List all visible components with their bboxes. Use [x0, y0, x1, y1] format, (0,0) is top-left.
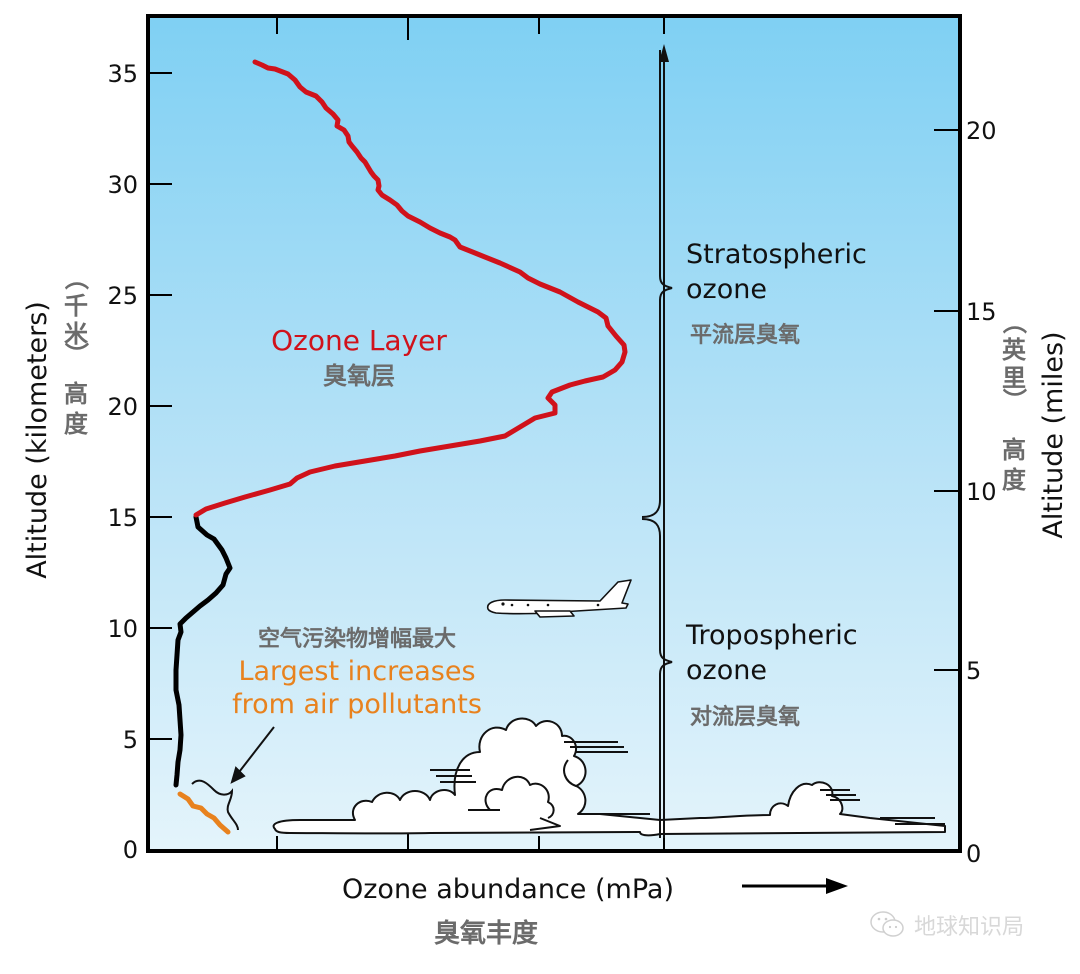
- top-ticks: [276, 18, 665, 40]
- pollutant-label-cn: 空气污染物增幅最大: [258, 626, 456, 652]
- svg-text:里: 里: [1002, 364, 1026, 392]
- svg-text:高: 高: [64, 380, 88, 408]
- plot-area: [148, 16, 960, 851]
- stratospheric-ozone-curve: [193, 59, 628, 518]
- pollutant-label-line1: Largest increases: [238, 656, 475, 687]
- svg-text:英: 英: [1002, 336, 1027, 364]
- tick-mi-0: 0: [966, 840, 981, 868]
- altitude-arrow: [641, 44, 673, 838]
- tick-mi-15: 15: [966, 298, 997, 326]
- tick-10: 10: [107, 615, 138, 643]
- ozone-layer-label-cn: 臭氧层: [323, 362, 395, 390]
- stratospheric-label-cn: 平流层臭氧: [690, 322, 800, 348]
- svg-text:千: 千: [64, 292, 88, 320]
- cloud-wind-lines: [430, 741, 945, 825]
- arrow-right-icon: [742, 878, 848, 894]
- svg-text:度: 度: [1002, 466, 1027, 494]
- pollutant-brace: [191, 726, 275, 831]
- pollutant-label-line2: from air pollutants: [232, 689, 482, 720]
- tropospheric-label-line2: ozone: [686, 655, 767, 686]
- right-tick-labels: 20 15 10 5 0: [966, 117, 997, 868]
- tropospheric-label-line1: Tropospheric: [685, 620, 858, 651]
- plot-border: [146, 14, 962, 853]
- tick-mi-10: 10: [966, 478, 997, 506]
- watermark-text: 地球知识局: [914, 915, 1025, 940]
- tick-15: 15: [107, 504, 138, 532]
- svg-text:（: （: [1000, 310, 1028, 334]
- tick-0: 0: [123, 836, 138, 864]
- watermark: 地球知识局: [868, 905, 1068, 945]
- troposphere-brace: [641, 518, 673, 838]
- pollutant-ozone-curve: [177, 791, 231, 835]
- tick-35: 35: [107, 60, 138, 88]
- x-axis-title-cn: 臭氧丰度: [434, 918, 538, 949]
- tick-20: 20: [107, 393, 138, 421]
- tick-mi-5: 5: [966, 657, 981, 685]
- stratospheric-label-line2: ozone: [686, 274, 767, 305]
- tropospheric-label-cn: 对流层臭氧: [690, 704, 800, 730]
- ozone-layer-label: Ozone Layer: [271, 324, 447, 357]
- cloud-icon: [272, 717, 946, 837]
- y-axis-title-cn: （ 千 米 ） 高 度: [62, 266, 90, 438]
- y2-axis-title-cn: （ 英 里 ） 高 度: [1000, 310, 1028, 494]
- left-tick-labels: 35 30 25 20 15 10 5 0: [107, 60, 138, 864]
- tick-mi-20: 20: [966, 117, 997, 145]
- tick-25: 25: [107, 282, 138, 310]
- svg-text:米: 米: [64, 320, 88, 348]
- wechat-icon: [870, 911, 904, 937]
- right-axis-ticks: [934, 129, 958, 671]
- svg-text:度: 度: [64, 410, 89, 438]
- stratospheric-label-line1: Stratospheric: [686, 239, 867, 270]
- left-axis-ticks: [150, 72, 172, 740]
- tick-5: 5: [123, 726, 138, 754]
- y-axis-title: Altitude (kilometers): [22, 301, 53, 579]
- svg-text:（: （: [62, 266, 90, 290]
- svg-text:）: ）: [62, 342, 90, 366]
- airplane-icon: [486, 579, 632, 618]
- x-axis-title: Ozone abundance (mPa): [342, 874, 674, 905]
- svg-text:）: ）: [1000, 388, 1028, 412]
- svg-text:高: 高: [1002, 436, 1026, 464]
- tropospheric-ozone-curve: [173, 514, 233, 788]
- y2-axis-title: Altitude (miles): [1038, 331, 1069, 538]
- tick-30: 30: [107, 171, 138, 199]
